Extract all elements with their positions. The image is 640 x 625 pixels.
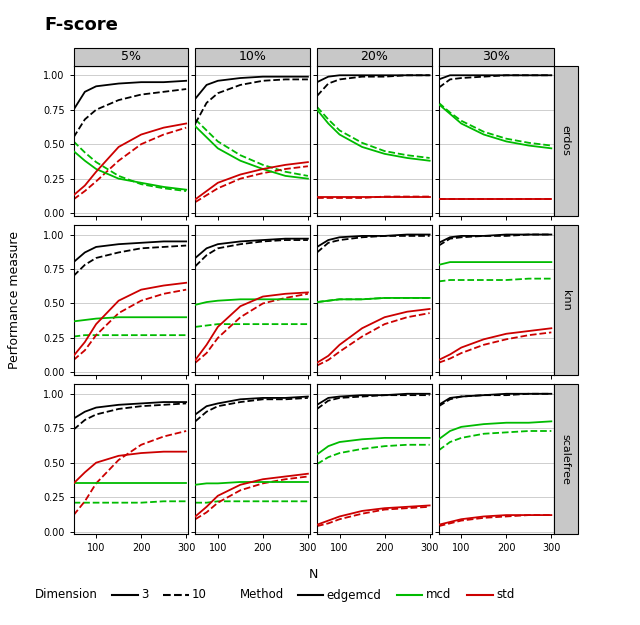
Text: 3: 3 bbox=[141, 589, 148, 601]
Text: F-score: F-score bbox=[45, 16, 118, 34]
Text: 30%: 30% bbox=[483, 51, 510, 63]
Text: std: std bbox=[496, 589, 515, 601]
Text: 5%: 5% bbox=[121, 51, 141, 63]
Text: knn: knn bbox=[561, 289, 571, 311]
Text: mcd: mcd bbox=[426, 589, 451, 601]
Text: erdos: erdos bbox=[561, 125, 571, 156]
Text: 10%: 10% bbox=[239, 51, 267, 63]
Text: 20%: 20% bbox=[360, 51, 388, 63]
Text: Method: Method bbox=[240, 589, 284, 601]
Text: scalefree: scalefree bbox=[561, 434, 571, 485]
Text: Performance measure: Performance measure bbox=[8, 231, 20, 369]
Text: N: N bbox=[309, 569, 318, 581]
Text: Dimension: Dimension bbox=[35, 589, 98, 601]
Text: 10: 10 bbox=[192, 589, 207, 601]
Text: edgemcd: edgemcd bbox=[326, 589, 381, 601]
